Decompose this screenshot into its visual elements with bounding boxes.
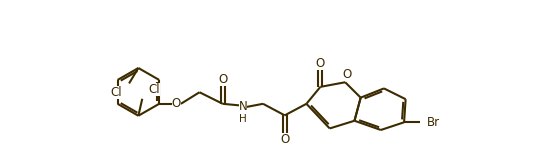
Text: O: O bbox=[172, 97, 181, 110]
Text: O: O bbox=[316, 57, 325, 70]
Text: O: O bbox=[280, 134, 289, 146]
Text: Cl: Cl bbox=[148, 83, 160, 97]
Text: N: N bbox=[238, 100, 247, 113]
Text: O: O bbox=[342, 68, 351, 81]
Text: O: O bbox=[218, 73, 227, 86]
Text: Cl: Cl bbox=[110, 86, 122, 100]
Text: H: H bbox=[239, 114, 247, 124]
Text: Br: Br bbox=[427, 116, 440, 129]
